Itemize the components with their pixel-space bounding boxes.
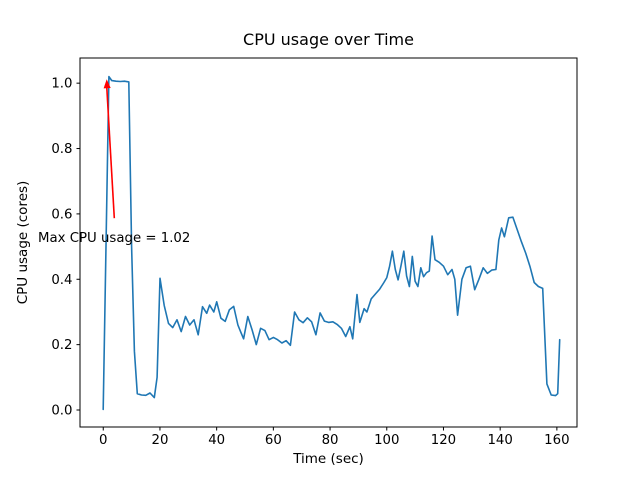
x-axis-label: Time (sec) — [292, 451, 364, 467]
max-cpu-annotation-text: Max CPU usage = 1.02 — [38, 231, 190, 246]
y-tick-label: 0.6 — [51, 207, 72, 222]
plot-box — [79, 57, 578, 428]
y-axis-label: CPU usage (cores) — [15, 181, 31, 305]
x-tick-label: 120 — [431, 433, 456, 448]
x-tick-label: 100 — [374, 433, 399, 448]
x-tick-label: 60 — [265, 433, 282, 448]
y-tick-label: 1.0 — [51, 77, 72, 92]
series-group — [102, 75, 561, 411]
y-tick-label: 0.8 — [51, 142, 72, 157]
x-tick-label: 140 — [487, 433, 512, 448]
x-tick-label: 80 — [322, 433, 339, 448]
x-tick-label: 20 — [151, 433, 168, 448]
x-tick-label: 40 — [208, 433, 225, 448]
y-tick-label: 0.0 — [51, 404, 72, 419]
y-tick-label: 0.4 — [51, 273, 72, 288]
x-tick-label: 0 — [99, 433, 107, 448]
chart-title: CPU usage over Time — [243, 30, 414, 49]
annotation-group: Max CPU usage = 1.02 — [38, 79, 190, 246]
annotation-arrow-line — [105, 85, 116, 219]
axes-spines — [79, 57, 578, 428]
axis-ticks: 0 20 40 60 80 100 120 140 160 0.0 0.2 0.4 0.6 0.8 1.0 — [51, 77, 569, 448]
y-tick-label: 0.2 — [51, 338, 72, 353]
x-tick-label: 160 — [544, 433, 569, 448]
series-line-cpu-usage-cores — [102, 75, 561, 411]
annotation-arrowhead-icon — [103, 79, 111, 89]
